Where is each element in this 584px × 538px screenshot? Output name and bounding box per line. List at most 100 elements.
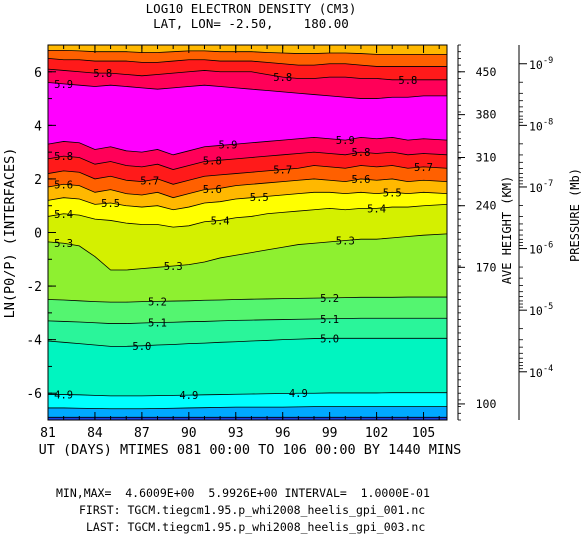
contour-band (48, 417, 447, 420)
contour-band (48, 69, 447, 99)
pressure-tick-label: 10 (529, 119, 543, 133)
x-axis-label: UT (DAYS) MTIMES 081 00:00 TO 106 00:00 … (39, 442, 462, 458)
last-file-line: LAST: TGCM.tiegcm1.95.p_whi2008_heelis_g… (86, 520, 426, 534)
contour-band (48, 233, 447, 303)
contour-label: 5.7 (140, 175, 159, 187)
height-axis: 100 170 240 310 380 450 (457, 44, 497, 421)
contour-band (48, 137, 447, 170)
contour-label: 5.8 (93, 68, 112, 80)
contour-label: 5.9 (54, 79, 73, 91)
pressure-tick-label: 10 (529, 366, 543, 380)
contour-label: 5.4 (54, 209, 73, 221)
pressure-tick-label: 10 (529, 181, 543, 195)
y-tick-label: 6 (34, 66, 42, 81)
contour-band (48, 192, 447, 228)
contour-label: 5.6 (54, 179, 73, 191)
pressure-tick-exponent: -9 (543, 56, 553, 66)
contour-line (47, 165, 448, 185)
y-tick-label: 0 (34, 227, 42, 242)
contour-band (48, 50, 447, 67)
contour-label: 4.9 (289, 388, 308, 400)
y-axis-label: LN(P0/P) (INTERFACES) (2, 148, 18, 319)
y-axis: -6 -4 -2 0 2 4 6 (26, 44, 56, 421)
minmax-line: MIN,MAX= 4.6009E+00 5.9926E+00 INTERVAL=… (56, 486, 430, 500)
pressure-tick-exponent: -6 (543, 241, 553, 251)
contour-line (47, 151, 448, 170)
contour-band (48, 338, 447, 396)
x-tick-label: 105 (412, 426, 435, 441)
contour-label: 5.3 (164, 261, 183, 273)
contour-label: 5.7 (414, 162, 433, 174)
contour-label: 5.5 (250, 192, 269, 204)
contour-label: 5.4 (367, 203, 386, 215)
contour-label: 4.9 (54, 390, 73, 402)
contour-line (47, 82, 447, 99)
contour-band (48, 82, 447, 155)
contour-label: 5.1 (148, 318, 167, 330)
pressure-tick-exponent: -8 (543, 117, 553, 127)
contour-lines (47, 49, 448, 418)
height-tick-label: 380 (476, 108, 497, 122)
contour-band (48, 152, 447, 185)
contour-line (47, 296, 447, 303)
contour-label: 5.2 (320, 293, 339, 305)
pressure-axis: 10-910-810-710-610-510-4 (518, 45, 553, 420)
contour-label: 5.7 (273, 165, 292, 177)
contour-label: 5.9 (336, 135, 355, 147)
height-tick-label: 100 (476, 397, 497, 411)
contour-label: 5.5 (383, 187, 402, 199)
contour-label: 5.8 (54, 151, 73, 163)
contour-line (48, 406, 447, 410)
contour-band (48, 178, 447, 210)
contour-label: 5.6 (351, 174, 370, 186)
contour-line (47, 191, 448, 211)
pressure-tick-label: 10 (529, 58, 543, 72)
contour-label: 5.1 (320, 314, 339, 326)
contour-line (48, 49, 447, 55)
x-tick-label: 96 (275, 426, 291, 441)
contour-line (47, 68, 447, 81)
x-tick-label: 84 (87, 426, 103, 441)
height-axis-label: AVE HEIGHT (KM) (500, 176, 514, 284)
contour-label: 5.3 (54, 238, 73, 250)
height-tick-label: 450 (476, 65, 497, 79)
contour-band (48, 204, 447, 270)
x-tick-label: 90 (181, 426, 197, 441)
contour-label: 5.8 (273, 72, 292, 84)
contour-label: 5.2 (148, 296, 167, 308)
x-tick-label: 93 (228, 426, 244, 441)
contour-line (47, 178, 448, 199)
y-tick-label: 2 (34, 173, 42, 188)
pressure-tick-exponent: -5 (543, 302, 553, 312)
contour-label: 5.4 (211, 215, 230, 227)
x-tick-label: 102 (365, 426, 388, 441)
contour-label: 5.8 (351, 147, 370, 159)
x-tick-label: 99 (322, 426, 338, 441)
y-tick-label: -6 (26, 387, 42, 402)
contour-line (48, 392, 447, 397)
height-tick-label: 240 (476, 199, 497, 213)
contour-band (48, 297, 447, 324)
x-tick-label: 81 (40, 426, 56, 441)
pressure-tick-label: 10 (529, 304, 543, 318)
contour-label: 5.6 (203, 184, 222, 196)
contour-line (47, 317, 447, 324)
contour-label: 5.0 (132, 341, 151, 353)
pressure-axis-label: PRESSURE (Mb) (568, 168, 582, 262)
pressure-tick-exponent: -4 (543, 364, 553, 374)
pressure-tick-label: 10 (529, 243, 543, 257)
y-tick-label: -4 (26, 334, 42, 349)
contour-band (48, 165, 447, 198)
x-tick-label: 87 (134, 426, 150, 441)
contour-label: 5.8 (203, 156, 222, 168)
filled-contour-bands (48, 45, 447, 420)
contour-label: 5.0 (320, 333, 339, 345)
x-axis: 81 84 87 90 93 96 99 102 105 (40, 45, 440, 441)
contour-band (48, 406, 447, 418)
contour-band (48, 58, 447, 80)
y-tick-label: -2 (26, 280, 42, 295)
contour-label: 5.3 (336, 236, 355, 248)
contour-line (47, 233, 448, 271)
contour-labels: 4.9 4.9 4.9 5.0 5.0 5.1 5.1 5.2 5.2 5.3 5.3 5.3 5.4 5… (54, 68, 433, 402)
